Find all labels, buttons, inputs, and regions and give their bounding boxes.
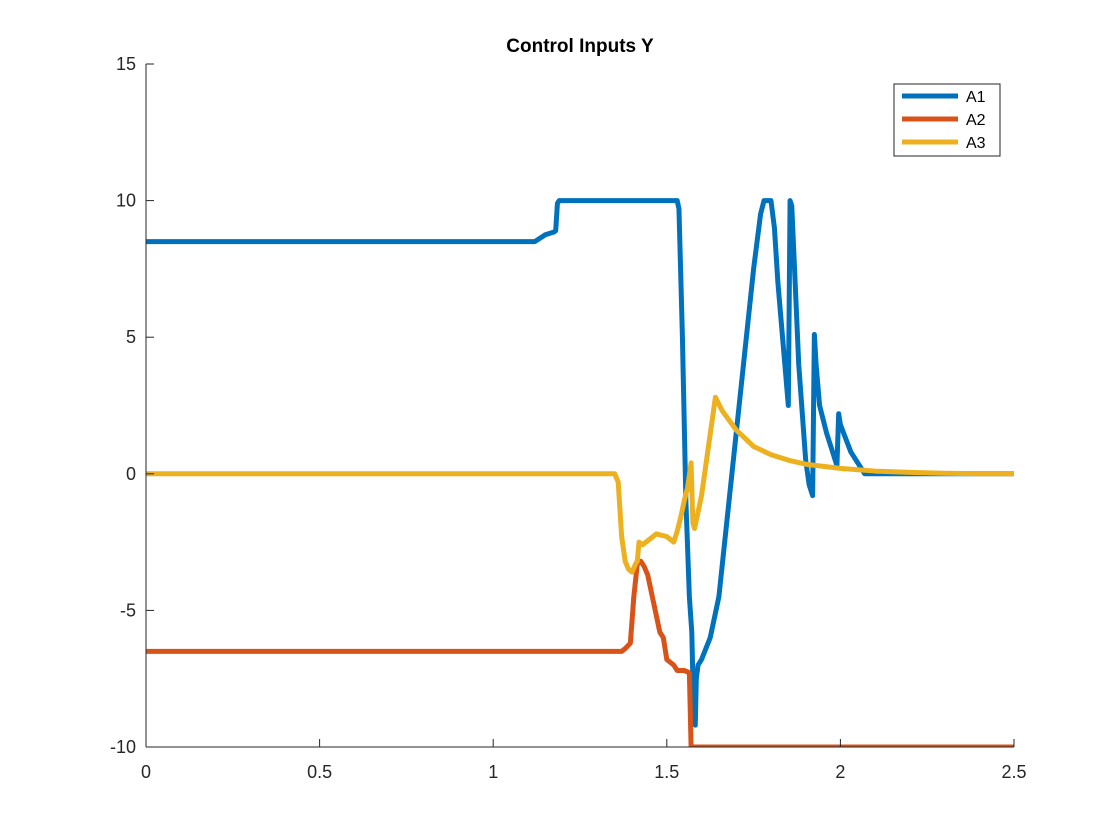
series-line-a1: [146, 198, 1014, 728]
x-tick-label: 1.5: [654, 762, 679, 782]
series-line-a3: [146, 394, 1014, 575]
x-tick-label: 2.5: [1001, 762, 1026, 782]
series-layer: [146, 198, 1014, 747]
legend: A1 A2 A3: [893, 83, 1001, 157]
y-tick-label: 0: [126, 464, 136, 484]
y-tick-label: 15: [116, 54, 136, 74]
x-tick-label: 1: [488, 762, 498, 782]
x-tick-label: 2: [835, 762, 845, 782]
legend-label-a1: A1: [966, 89, 986, 106]
y-tick-label: -10: [110, 737, 136, 757]
x-tick-label: 0.5: [307, 762, 332, 782]
x-tick-label: 0: [141, 762, 151, 782]
series-line-a2: [146, 558, 1014, 747]
legend-label-a3: A3: [966, 135, 986, 152]
axes: 0 0.5 1 1.5 2 2.5 -10 -5 0 5 10 15: [110, 54, 1027, 782]
legend-label-a2: A2: [966, 112, 986, 129]
y-tick-label: 10: [116, 191, 136, 211]
y-tick-label: 5: [126, 327, 136, 347]
chart-title: Control Inputs Y: [506, 36, 654, 57]
y-tick-label: -5: [120, 600, 136, 620]
